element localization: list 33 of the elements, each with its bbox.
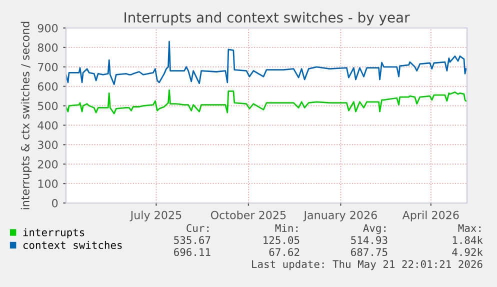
text: 125.05 [264, 236, 300, 244]
line-series [66, 40, 467, 86]
text: 514.93 [351, 236, 388, 244]
text: Max: [458, 224, 480, 232]
text: 1.84k [452, 236, 483, 244]
x-tick-label: July 2025 [130, 210, 182, 222]
y-tick-label: 800 [38, 43, 58, 52]
y-tick-label: 0 [52, 198, 58, 208]
text: 535.67 [174, 236, 210, 244]
y-axis-title: interrupts & ctx switches / second [20, 22, 32, 210]
line-series [66, 90, 467, 114]
y-tick-label: 200 [38, 160, 58, 168]
y-tick-label: 700 [38, 62, 58, 72]
legend-label: context switches [23, 240, 122, 250]
y-tick-label: 300 [38, 140, 58, 150]
y-tick-label: 600 [38, 82, 58, 91]
text: Cur: [186, 224, 208, 232]
legend-label: interrupts [23, 228, 84, 238]
chart-title: Interrupts and context switches - by year [124, 12, 410, 26]
x-tick-label: April 2026 [402, 210, 459, 222]
x-tick-label: January 2026 [303, 210, 377, 222]
text: Avg: [363, 224, 386, 234]
y-tick-label: 900 [38, 24, 58, 32]
y-tick-label: 100 [38, 180, 58, 188]
y-tick-label: 500 [38, 102, 58, 110]
text: Last update: Thu May 21 22:01:21 2026 [252, 260, 482, 270]
text: Min: [275, 224, 298, 232]
text: 67.62 [269, 248, 300, 256]
x-tick-label: October 2025 [210, 210, 286, 220]
text: 4.92k [452, 248, 483, 256]
y-tick-label: 400 [38, 121, 58, 130]
text: 687.75 [351, 248, 388, 256]
text: 696.11 [174, 248, 210, 256]
